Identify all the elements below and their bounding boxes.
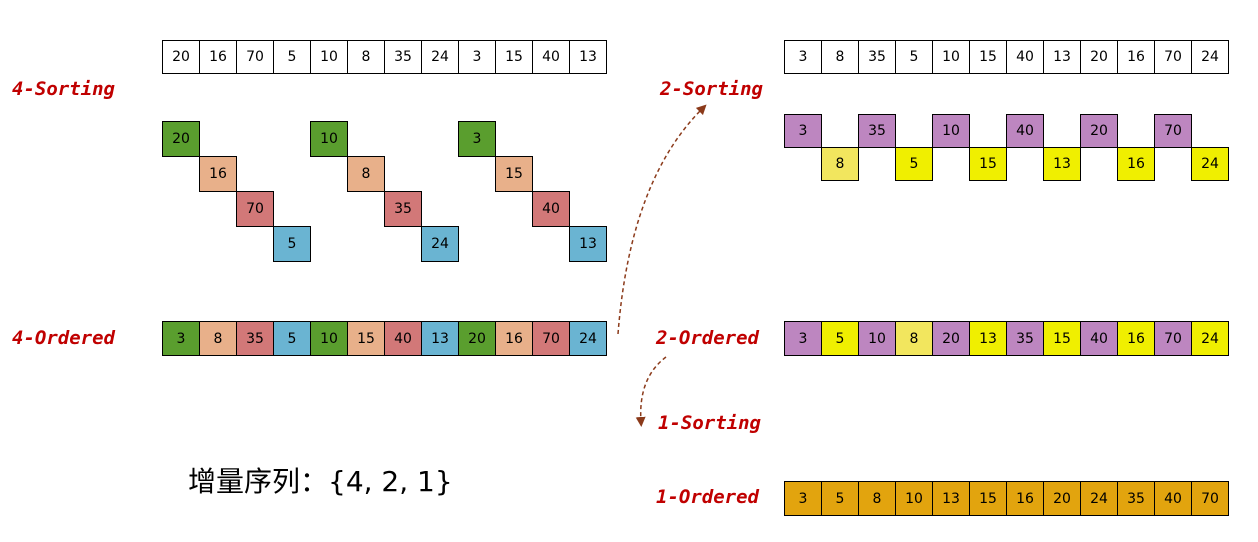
two-sorting-cell: 8 <box>821 147 859 181</box>
initial-array-cell: 5 <box>273 40 311 74</box>
two-ordered-cell: 40 <box>1080 321 1118 356</box>
two-initial-array-cell: 70 <box>1154 40 1192 74</box>
four-sorting-group-1-cell: 5 <box>273 226 311 262</box>
one-ordered-cell: 3 <box>784 481 822 516</box>
four-ordered-cell: 40 <box>384 321 422 356</box>
two-sorting-cell: 24 <box>1191 147 1229 181</box>
arrow-4-to-2 <box>617 104 707 335</box>
four-ordered-cell: 3 <box>162 321 200 356</box>
two-ordered-cell: 3 <box>784 321 822 356</box>
two-sorting-cell: 70 <box>1154 114 1192 148</box>
two-sorting-cell: 40 <box>1006 114 1044 148</box>
two-initial-array-cell: 15 <box>969 40 1007 74</box>
four-sorting-group-3-cell: 13 <box>569 226 607 262</box>
four-sorting-group-3-cell: 15 <box>495 156 533 192</box>
two-initial-array-cell: 24 <box>1191 40 1229 74</box>
two-sorting-cell: 3 <box>784 114 822 148</box>
four-sorting-group-3-cell: 40 <box>532 191 570 227</box>
one-ordered-cell: 40 <box>1154 481 1192 516</box>
two-ordered-cell: 10 <box>858 321 896 356</box>
stage-label-1-ordered: 1-Ordered <box>656 486 759 508</box>
four-ordered-cell: 10 <box>310 321 348 356</box>
stage-label-4-sorting: 4-Sorting <box>12 78 115 100</box>
initial-array-cell: 70 <box>236 40 274 74</box>
one-ordered-cell: 10 <box>895 481 933 516</box>
one-ordered-cell: 35 <box>1117 481 1155 516</box>
two-sorting-cell: 20 <box>1080 114 1118 148</box>
four-ordered-cell: 13 <box>421 321 459 356</box>
four-ordered-cell: 20 <box>458 321 496 356</box>
two-ordered-cell: 13 <box>969 321 1007 356</box>
two-sorting-cell: 35 <box>858 114 896 148</box>
two-ordered-cell: 20 <box>932 321 970 356</box>
two-initial-array-cell: 13 <box>1043 40 1081 74</box>
four-sorting-group-2-cell: 8 <box>347 156 385 192</box>
stage-label-1-sorting: 1-Sorting <box>658 412 761 434</box>
two-ordered-cell: 70 <box>1154 321 1192 356</box>
two-initial-array-cell: 10 <box>932 40 970 74</box>
two-ordered-cell: 15 <box>1043 321 1081 356</box>
initial-array-cell: 8 <box>347 40 385 74</box>
two-initial-array-cell: 16 <box>1117 40 1155 74</box>
increment-sequence-title: 增量序列：{4, 2, 1} <box>188 465 453 498</box>
two-initial-array-cell: 40 <box>1006 40 1044 74</box>
one-ordered-cell: 5 <box>821 481 859 516</box>
two-ordered-cell: 35 <box>1006 321 1044 356</box>
two-ordered-cell: 8 <box>895 321 933 356</box>
four-sorting-group-2-cell: 35 <box>384 191 422 227</box>
initial-array-cell: 20 <box>162 40 200 74</box>
one-ordered-cell: 24 <box>1080 481 1118 516</box>
two-sorting-cell: 13 <box>1043 147 1081 181</box>
initial-array-cell: 16 <box>199 40 237 74</box>
one-ordered-cell: 16 <box>1006 481 1044 516</box>
initial-array-cell: 3 <box>458 40 496 74</box>
four-ordered-cell: 8 <box>199 321 237 356</box>
one-ordered-cell: 20 <box>1043 481 1081 516</box>
one-ordered-cell: 15 <box>969 481 1007 516</box>
initial-array-cell: 13 <box>569 40 607 74</box>
four-sorting-group-2-cell: 10 <box>310 121 348 157</box>
arrow-2-to-1 <box>635 356 667 427</box>
four-ordered-cell: 15 <box>347 321 385 356</box>
two-ordered-cell: 24 <box>1191 321 1229 356</box>
two-initial-array-cell: 20 <box>1080 40 1118 74</box>
four-sorting-group-2-cell: 24 <box>421 226 459 262</box>
two-initial-array-cell: 5 <box>895 40 933 74</box>
two-ordered-cell: 16 <box>1117 321 1155 356</box>
one-ordered-cell: 13 <box>932 481 970 516</box>
two-initial-array-cell: 3 <box>784 40 822 74</box>
four-ordered-cell: 24 <box>569 321 607 356</box>
four-ordered-cell: 35 <box>236 321 274 356</box>
stage-label-2-sorting: 2-Sorting <box>660 78 763 100</box>
one-ordered-cell: 8 <box>858 481 896 516</box>
stage-label-2-ordered: 2-Ordered <box>656 327 759 349</box>
initial-array-cell: 15 <box>495 40 533 74</box>
four-sorting-group-1-cell: 70 <box>236 191 274 227</box>
four-ordered-cell: 16 <box>495 321 533 356</box>
two-ordered-cell: 5 <box>821 321 859 356</box>
four-sorting-group-1-cell: 16 <box>199 156 237 192</box>
initial-array-cell: 10 <box>310 40 348 74</box>
two-initial-array-cell: 35 <box>858 40 896 74</box>
two-sorting-cell: 5 <box>895 147 933 181</box>
four-ordered-cell: 70 <box>532 321 570 356</box>
stage-label-4-ordered: 4-Ordered <box>12 327 115 349</box>
initial-array-cell: 35 <box>384 40 422 74</box>
two-sorting-cell: 16 <box>1117 147 1155 181</box>
initial-array-cell: 40 <box>532 40 570 74</box>
two-sorting-cell: 10 <box>932 114 970 148</box>
initial-array-cell: 24 <box>421 40 459 74</box>
two-initial-array-cell: 8 <box>821 40 859 74</box>
one-ordered-cell: 70 <box>1191 481 1229 516</box>
four-ordered-cell: 5 <box>273 321 311 356</box>
two-sorting-cell: 15 <box>969 147 1007 181</box>
four-sorting-group-3-cell: 3 <box>458 121 496 157</box>
four-sorting-group-1-cell: 20 <box>162 121 200 157</box>
